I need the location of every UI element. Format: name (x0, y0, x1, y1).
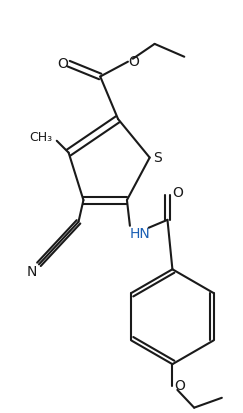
Text: N: N (27, 265, 37, 279)
Text: CH₃: CH₃ (29, 131, 52, 144)
Text: HN: HN (130, 227, 150, 241)
Text: O: O (172, 186, 183, 200)
Text: O: O (128, 55, 139, 69)
Text: S: S (153, 151, 162, 164)
Text: O: O (174, 379, 185, 393)
Text: O: O (57, 57, 68, 71)
